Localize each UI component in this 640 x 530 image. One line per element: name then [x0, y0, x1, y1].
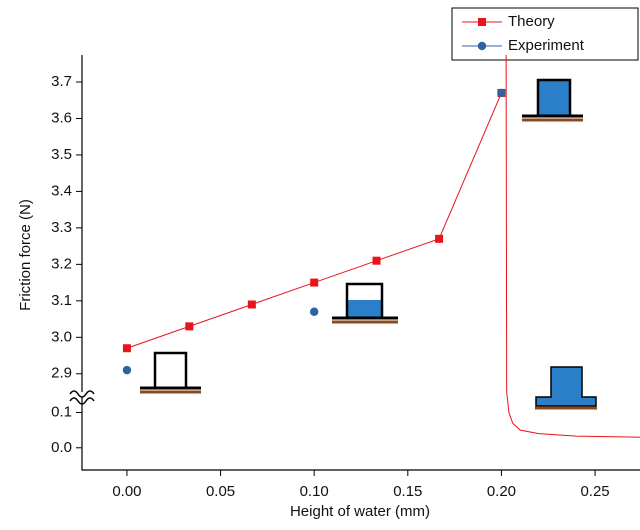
y-tick-label: 3.4	[51, 182, 72, 199]
point	[247, 300, 256, 309]
x-tick-label: 0.25	[580, 483, 609, 500]
x-axis-label: Height of water (mm)	[290, 503, 430, 520]
y-tick-label: 3.3	[51, 219, 72, 236]
x-tick-label: 0.20	[487, 483, 516, 500]
point	[310, 278, 319, 287]
x-tick-label: 0.00	[112, 483, 141, 500]
legend-label: Experiment	[508, 37, 585, 54]
legend-marker	[478, 18, 486, 26]
point	[372, 256, 381, 265]
point	[435, 234, 444, 243]
point	[122, 344, 131, 353]
inset-half	[345, 282, 384, 318]
y-tick-label: 3.0	[51, 328, 72, 345]
inset-half-water	[347, 300, 382, 318]
point	[497, 88, 506, 98]
axes	[81, 55, 640, 471]
y-tick-label: 3.1	[51, 292, 72, 309]
point	[185, 322, 194, 331]
axis-break	[69, 390, 95, 405]
x-tick-label: 0.10	[300, 483, 329, 500]
x-tick-label: 0.15	[393, 483, 422, 500]
y-tick-label: 3.2	[51, 255, 72, 272]
legend-label: Theory	[508, 13, 555, 30]
point	[122, 365, 132, 375]
y-tick-label: 3.6	[51, 109, 72, 126]
inset-empty	[153, 351, 188, 388]
y-tick-label: 0.1	[51, 403, 72, 420]
y-tick-label: 0.0	[51, 439, 72, 456]
insets	[140, 78, 597, 410]
inset-full	[536, 78, 572, 118]
legend	[451, 7, 639, 61]
inset-filled	[535, 366, 597, 407]
y-axis-label: Friction force (N)	[17, 199, 34, 311]
x-tick-label: 0.05	[206, 483, 235, 500]
theory-curve	[505, 54, 640, 438]
point	[309, 307, 319, 316]
y-tick-label: 2.9	[51, 365, 72, 382]
y-tick-label: 3.7	[51, 73, 72, 90]
y-tick-label: 3.5	[51, 146, 72, 163]
legend-marker	[477, 41, 487, 51]
